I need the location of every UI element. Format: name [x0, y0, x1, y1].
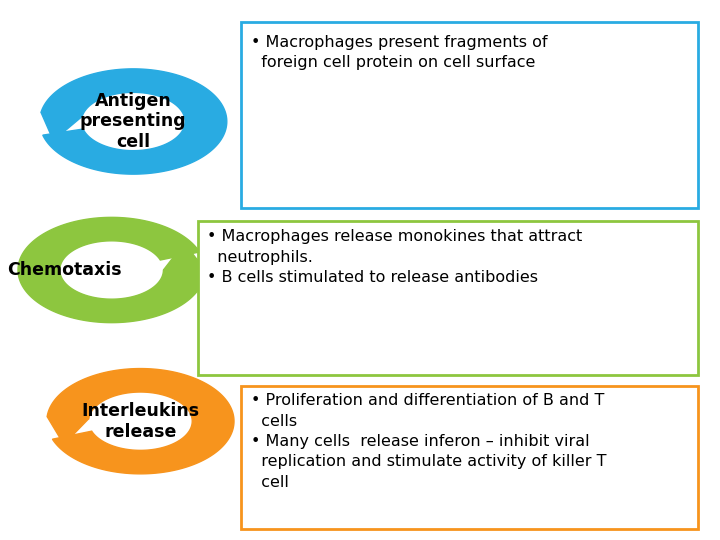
Polygon shape: [41, 112, 82, 140]
Text: Chemotaxis: Chemotaxis: [7, 261, 122, 279]
Text: Antigen
presenting
cell: Antigen presenting cell: [80, 92, 186, 151]
Polygon shape: [47, 417, 89, 444]
FancyBboxPatch shape: [241, 22, 698, 208]
Polygon shape: [163, 243, 205, 270]
Text: • Proliferation and differentiation of B and T
  cells
• Many cells  release inf: • Proliferation and differentiation of B…: [251, 393, 606, 490]
Text: Interleukins
release: Interleukins release: [81, 402, 199, 441]
Polygon shape: [47, 369, 234, 474]
Text: • Macrophages release monokines that attract
  neutrophils.
• B cells stimulated: • Macrophages release monokines that att…: [207, 230, 582, 285]
Text: • Macrophages present fragments of
  foreign cell protein on cell surface: • Macrophages present fragments of forei…: [251, 35, 547, 71]
FancyBboxPatch shape: [241, 386, 698, 529]
Polygon shape: [41, 69, 227, 174]
FancyBboxPatch shape: [198, 221, 698, 375]
Polygon shape: [18, 218, 205, 322]
